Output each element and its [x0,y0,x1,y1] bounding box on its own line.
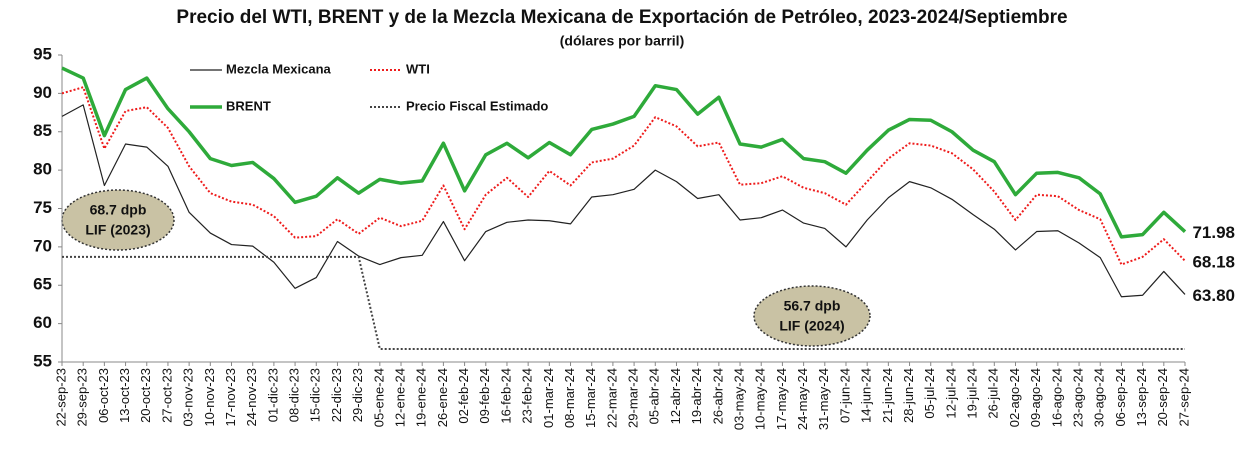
chart-subtitle: (dólares por barril) [560,33,684,49]
x-tick-label: 17-may-24 [774,368,789,430]
x-tick-label: 12-jul-24 [943,368,958,419]
x-tick-label: 05-jul-24 [922,368,937,419]
x-tick-label: 30-ago-24 [1092,368,1107,427]
chart-title: Precio del WTI, BRENT y de la Mezcla Mex… [176,7,1067,28]
legend-label: Precio Fiscal Estimado [406,98,548,113]
x-tick-label: 24-nov-23 [244,368,259,427]
y-tick-label: 70 [33,236,52,255]
x-tick-label: 12-abr-24 [668,368,683,424]
x-tick-label: 22-sep-23 [53,368,68,427]
x-tick-label: 03-nov-23 [181,368,196,427]
x-tick-label: 09-feb-24 [477,368,492,424]
x-tick-label: 20-sep-24 [1155,368,1170,427]
end-label: 63.80 [1192,286,1235,305]
x-tick-label: 20-oct-23 [138,368,153,423]
annotation: 56.7 dpb [784,298,841,314]
x-tick-label: 16-feb-24 [498,368,513,424]
end-label: 71.98 [1192,223,1235,242]
annotation: LIF (2023) [85,222,150,238]
x-tick-label: 06-oct-23 [96,368,111,423]
legend-label: Mezcla Mexicana [226,61,332,76]
x-tick-label: 02-feb-24 [456,368,471,424]
x-tick-label: 23-feb-24 [520,368,535,424]
x-tick-label: 09-ago-24 [1028,368,1043,427]
x-tick-label: 08-dic-23 [287,368,302,422]
x-tick-label: 26-ene-24 [435,368,450,427]
x-tick-label: 17-nov-23 [223,368,238,427]
x-tick-label: 14-jun-24 [859,368,874,423]
x-tick-label: 01-mar-24 [541,368,556,428]
x-tick-label: 23-ago-24 [1070,368,1085,427]
x-tick-label: 31-may-24 [816,368,831,430]
y-tick-label: 60 [33,313,52,332]
x-tick-label: 24-may-24 [795,368,810,430]
x-tick-label: 28-jun-24 [901,368,916,423]
y-tick-label: 80 [33,160,52,179]
y-tick-label: 95 [33,44,52,63]
x-tick-label: 19-abr-24 [689,368,704,424]
x-tick-label: 27-oct-23 [159,368,174,423]
legend-label: BRENT [226,98,271,113]
x-tick-label: 26-jul-24 [986,368,1001,419]
x-tick-label: 26-abr-24 [710,368,725,424]
x-tick-label: 06-sep-24 [1113,368,1128,427]
series-line [62,255,1185,350]
series-line [61,86,1186,266]
x-tick-label: 29-dic-23 [350,368,365,422]
x-tick-label: 05-ene-24 [371,368,386,427]
x-tick-label: 10-may-24 [753,368,768,430]
y-tick-label: 85 [33,121,52,140]
x-tick-label: 02-ago-24 [1007,368,1022,427]
x-tick-label: 29-mar-24 [626,368,641,428]
x-tick-label: 22-dic-23 [329,368,344,422]
end-label: 68.18 [1192,252,1235,271]
series-line [61,104,1186,298]
x-tick-label: 01-dic-23 [265,368,280,422]
x-tick-label: 13-oct-23 [117,368,132,423]
x-tick-label: 12-ene-24 [392,368,407,427]
annotation-bubble [753,285,871,347]
x-tick-label: 03-may-24 [731,368,746,430]
x-tick-label: 13-sep-24 [1134,368,1149,427]
annotation: 68.7 dpb [90,202,147,218]
y-tick-label: 90 [33,83,52,102]
x-tick-label: 21-jun-24 [880,368,895,423]
x-tick-label: 27-sep-24 [1176,368,1191,427]
legend-label: WTI [406,61,430,76]
x-tick-label: 15-mar-24 [583,368,598,428]
x-tick-label: 16-ago-24 [1049,368,1064,427]
x-tick-label: 29-sep-23 [75,368,90,427]
annotation: LIF (2024) [779,318,844,334]
x-tick-label: 19-jul-24 [965,368,980,419]
annotation-bubble [61,189,175,251]
series-line [61,66,1187,239]
x-tick-label: 19-ene-24 [414,368,429,427]
x-tick-label: 15-dic-23 [308,368,323,422]
x-tick-label: 07-jun-24 [837,368,852,423]
x-tick-label: 08-mar-24 [562,368,577,428]
y-tick-label: 75 [33,198,52,217]
x-tick-label: 10-nov-23 [202,368,217,427]
x-tick-label: 22-mar-24 [604,368,619,428]
x-tick-label: 05-abr-24 [647,368,662,424]
y-tick-label: 55 [33,351,52,370]
y-tick-label: 65 [33,275,52,294]
